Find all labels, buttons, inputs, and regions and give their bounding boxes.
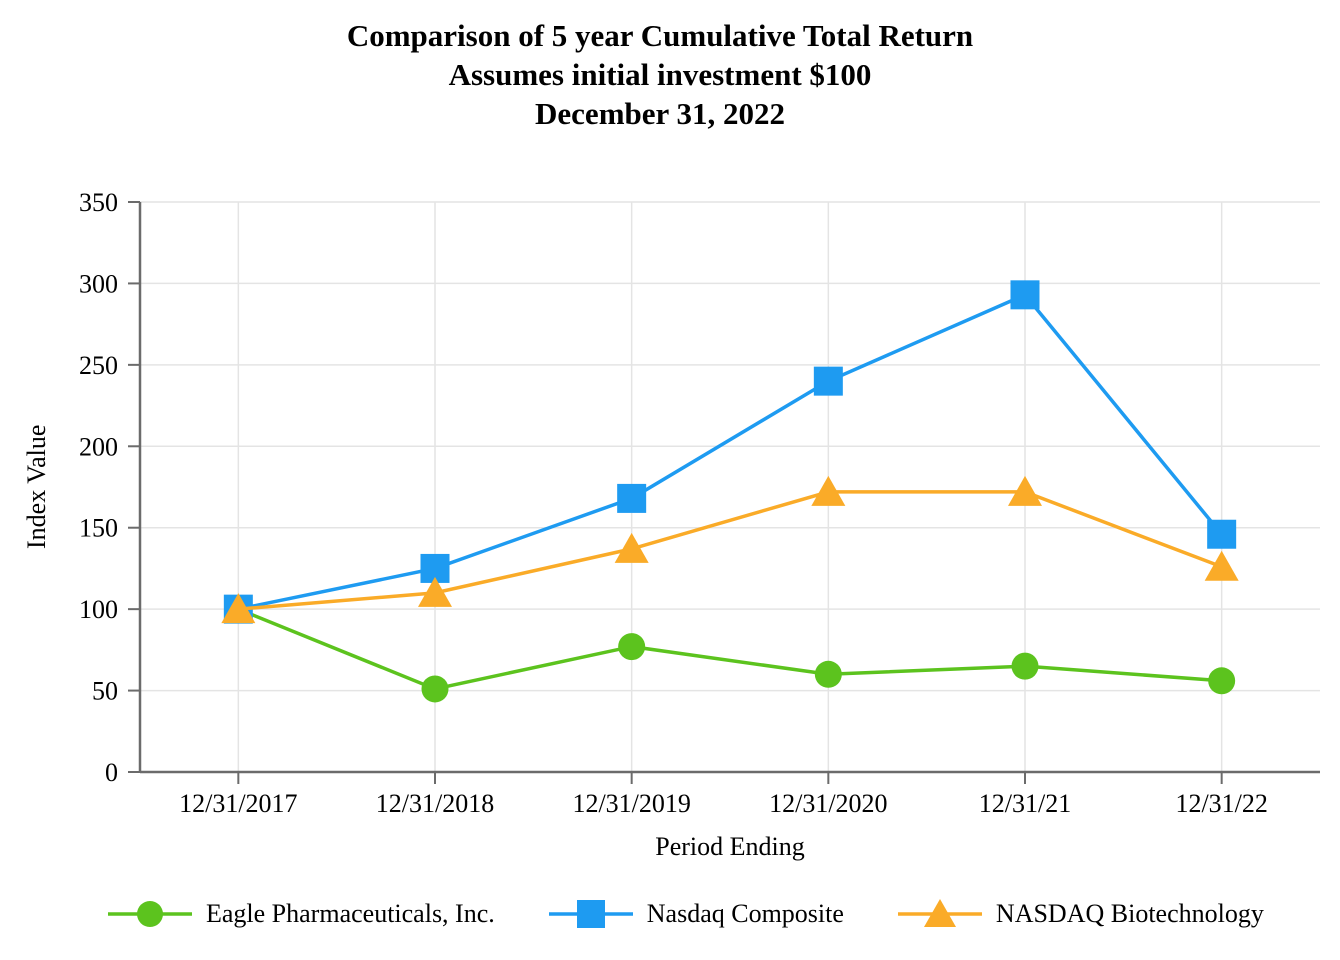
- x-tick-label: 12/31/2017: [179, 789, 297, 818]
- y-tick-label: 0: [105, 758, 118, 787]
- y-tick-label: 250: [79, 351, 118, 380]
- x-tick-label: 12/31/2019: [572, 789, 690, 818]
- x-tick-label: 12/31/2020: [769, 789, 887, 818]
- legend-label-nasdaq-biotechnology: NASDAQ Biotechnology: [995, 899, 1264, 928]
- legend-entry-eagle-pharmaceuticals-inc: Eagle Pharmaceuticals, Inc.: [106, 894, 495, 934]
- y-tick-label: 50: [92, 677, 118, 706]
- series-eagle-pharmaceuticals-inc-point-2-marker-circle: [618, 633, 646, 661]
- legend-entry-nasdaq-biotechnology: NASDAQ Biotechnology: [896, 894, 1264, 934]
- chart-title: Comparison of 5 year Cumulative Total Re…: [0, 16, 1320, 133]
- series-nasdaq-composite-point-4-marker-square: [1010, 280, 1040, 310]
- series-line-nasdaq-biotechnology: [238, 490, 1223, 611]
- x-tick-label: 12/31/22: [1175, 789, 1267, 818]
- series-eagle-pharmaceuticals-inc-point-3-marker-circle: [814, 660, 842, 688]
- legend-circle-marker-icon: [137, 901, 163, 927]
- series-eagle-pharmaceuticals-inc-point-5-marker-circle: [1208, 667, 1236, 695]
- series-nasdaq-biotechnology-point-0-marker-triangle: [221, 593, 256, 624]
- x-axis-title: Period Ending: [655, 832, 805, 861]
- series-nasdaq-biotechnology-point-3-marker-triangle: [811, 475, 846, 506]
- line-chart-plot: 0 50 100 150 200 250 300 350 12/31/2017 12/31/201…: [79, 188, 1320, 818]
- chart-title-line-2: Assumes initial investment $100: [448, 57, 872, 92]
- x-tick-label: 12/31/2018: [376, 789, 494, 818]
- x-tick-label: 12/31/21: [979, 789, 1071, 818]
- series-eagle-pharmaceuticals-inc-point-4-marker-circle: [1011, 652, 1039, 680]
- series-nasdaq-composite-point-5-marker-square: [1207, 519, 1237, 549]
- legend-triangle-swatch-icon: [897, 899, 982, 927]
- chart-legend: Eagle Pharmaceuticals, Inc. Nasdaq Compos…: [106, 894, 1330, 934]
- series-nasdaq-biotechnology-point-1-marker-triangle: [418, 576, 452, 607]
- series-eagle-pharmaceuticals-inc-point-1-marker-circle: [421, 675, 449, 703]
- y-tick-label: 350: [79, 188, 118, 217]
- series-line-nasdaq-composite: [237, 292, 1224, 611]
- legend-circle-swatch-icon: [108, 901, 192, 927]
- series-line-eagle-pharmaceuticals-inc: [237, 607, 1222, 691]
- y-tick-label: 200: [79, 432, 118, 461]
- legend-triangle-marker-icon: [923, 899, 956, 927]
- y-tick-label: 100: [79, 595, 118, 624]
- y-tick-label: 150: [79, 514, 118, 543]
- series-nasdaq-composite-point-3-marker-square: [813, 366, 843, 396]
- series-nasdaq-biotechnology-point-2-marker-triangle: [614, 532, 649, 563]
- series-nasdaq-biotechnology-point-5-marker-triangle: [1204, 550, 1239, 581]
- chart-title-line-3: December 31, 2022: [535, 96, 785, 131]
- y-tick-label: 300: [79, 269, 118, 298]
- legend-label-eagle-pharmaceuticals-inc: Eagle Pharmaceuticals, Inc.: [206, 899, 495, 928]
- legend-square-swatch-icon: [548, 900, 633, 928]
- y-axis-title: Index Value: [22, 424, 51, 550]
- legend-label-nasdaq-composite: Nasdaq Composite: [646, 899, 844, 928]
- legend-entry-nasdaq-composite: Nasdaq Composite: [547, 894, 844, 934]
- series-nasdaq-composite-point-2-marker-square: [617, 483, 647, 513]
- legend-square-marker-icon: [576, 900, 605, 928]
- chart-title-line-1: Comparison of 5 year Cumulative Total Re…: [346, 18, 974, 53]
- series-nasdaq-biotechnology-point-4-marker-triangle: [1008, 475, 1042, 506]
